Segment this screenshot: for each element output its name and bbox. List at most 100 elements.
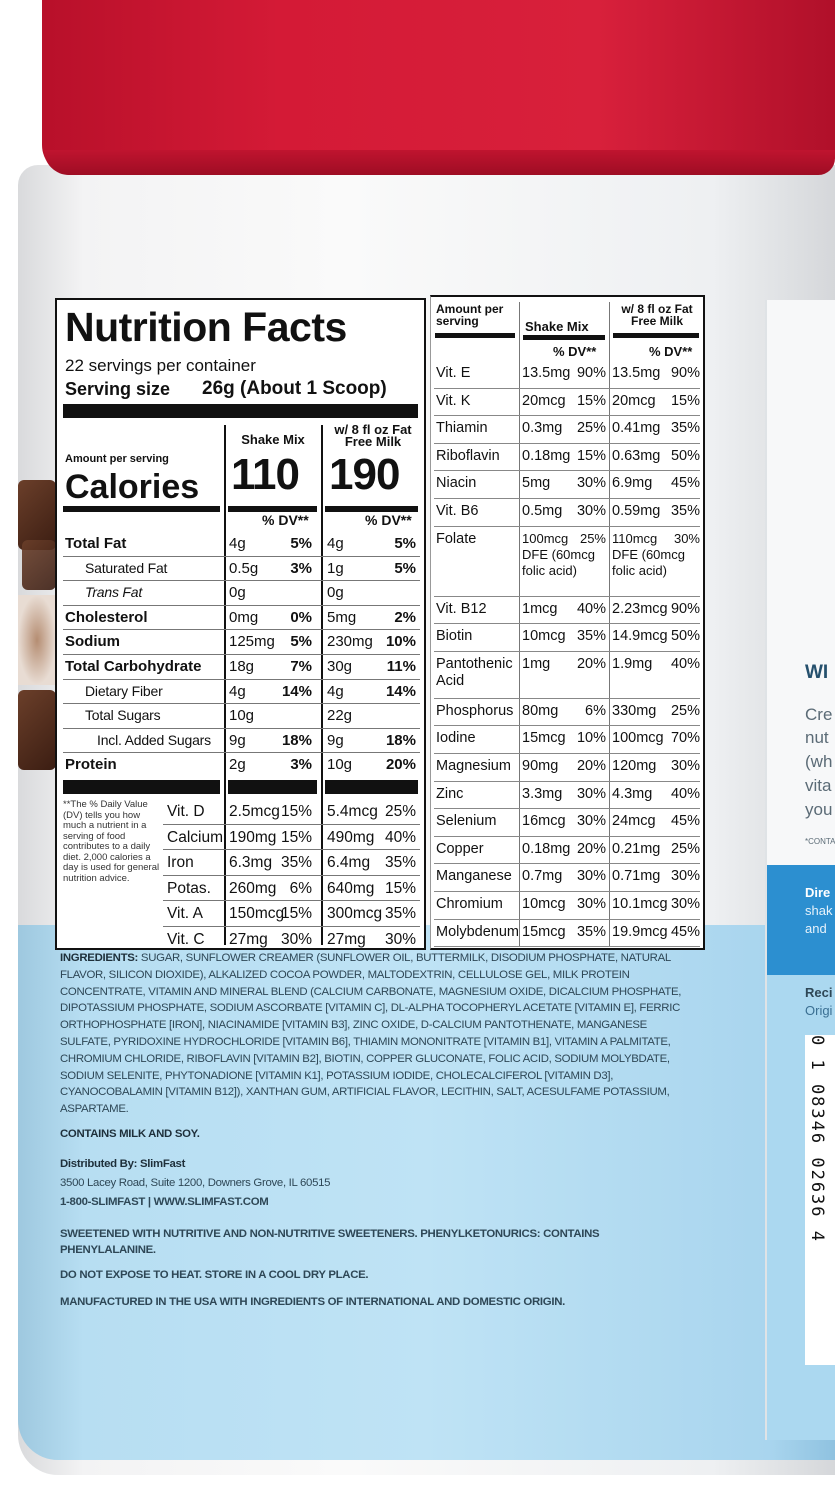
nutrient-row: Riboflavin 15% 0.18mg 50% 0.63mg	[431, 444, 703, 472]
vitamin-name: Vit. D	[167, 803, 205, 820]
milk-amount: 5.4mcg	[327, 803, 378, 820]
shake-dv: 90%	[576, 365, 606, 381]
milk-amount: 300mcg	[327, 905, 383, 922]
shake-amount: 20mcg	[522, 392, 566, 409]
shake-cell: 35% 10mcg	[522, 628, 606, 645]
amount-per-serving: Amount per serving	[436, 302, 504, 328]
nutrient-name: Total Fat	[65, 535, 127, 552]
milk-dv: 15%	[384, 879, 416, 897]
nutrient-name: Copper	[436, 840, 484, 857]
servings-per-container: 22 servings per container	[65, 356, 256, 375]
thick-divider	[325, 780, 418, 794]
milk-amount: 120mg	[612, 758, 657, 774]
shake-dv: 25%	[579, 530, 606, 546]
column-divider	[519, 302, 520, 947]
side-text: Origi	[805, 1003, 833, 1018]
row-divider	[163, 925, 420, 927]
amount-per-serving: Amount per serving	[65, 453, 169, 465]
row-divider	[434, 890, 700, 892]
shake-cell: 30% 3.3mg	[522, 786, 606, 803]
nutrient-name: Total Sugars	[85, 707, 161, 724]
row-divider	[434, 442, 700, 444]
vitamin-name: Iron	[167, 854, 194, 871]
divider	[613, 333, 699, 338]
milk-cell: 70% 100mcg	[612, 730, 700, 747]
milk-dv: 25%	[670, 840, 700, 857]
barcode-number: 0 1 08346 02636 4	[807, 1035, 827, 1243]
milk-cell: 30% 110mcg DFE (60mcg folic acid)	[612, 531, 700, 579]
milk-amount: 1.9mg	[612, 655, 653, 672]
side-text: (wh	[805, 752, 833, 771]
milk-dv: 30%	[670, 758, 700, 774]
nutrient-row: Copper 20% 0.18mg 25% 0.21mg	[431, 837, 703, 865]
row-divider	[63, 629, 420, 631]
nutrient-row: Total Sugars 10g 22g	[57, 704, 424, 729]
shake-dv: 5%	[290, 535, 312, 552]
thick-divider	[63, 404, 418, 418]
serving-size-value: 26g (About 1 Scoop)	[202, 378, 387, 399]
distributor-label: Distributed By: SlimFast	[60, 1157, 186, 1170]
shake-dv: 3%	[290, 756, 312, 774]
storage-notice: DO NOT EXPOSE TO HEAT. STORE IN A COOL D…	[60, 1268, 369, 1281]
side-text: nut	[805, 728, 829, 747]
shake-amount: 2g	[229, 756, 246, 774]
shake-cell: 20% 1mg	[522, 656, 606, 673]
nutrient-name: Selenium	[436, 813, 497, 830]
shake-amount: 15mcg	[522, 730, 566, 747]
milk-dv: 30%	[670, 868, 700, 885]
nutrient-row: Cholesterol 0mg 0% 5mg 2%	[57, 606, 424, 631]
shake-dv: 35%	[576, 628, 606, 645]
milk-cell: 30% 10.1mcg	[612, 896, 700, 913]
side-panel: WI Cre nut (wh vita you *CONTAI Dire sha…	[765, 300, 835, 1440]
nutrient-row: Manganese 30% 0.7mg 30% 0.71mg	[431, 864, 703, 892]
shake-amount: 0.3mg	[522, 420, 563, 437]
row-divider	[434, 497, 700, 499]
row-divider	[434, 946, 700, 948]
milk-cell: 15% 20mcg	[612, 393, 700, 410]
milk-amount: 0.71mg	[612, 868, 661, 885]
row-divider	[163, 874, 420, 876]
shake-dv: 30%	[576, 868, 606, 885]
calories-milk: 190	[329, 450, 400, 499]
directions-band: Dire shak and	[767, 865, 835, 975]
vitamin-name: Calcium	[167, 828, 223, 846]
row-divider	[163, 900, 420, 901]
milk-dv: 5%	[394, 559, 416, 577]
nutrient-row: Trans Fat 0g 0g	[57, 581, 424, 606]
thick-divider	[63, 780, 220, 794]
milk-amount: 330mg	[612, 702, 657, 719]
lid-rim	[44, 150, 835, 175]
shake-amount: 10mcg	[522, 896, 566, 912]
shake-amount: 0.5g	[229, 559, 259, 577]
shake-cell: 30% 5mg	[522, 475, 606, 492]
nutrient-row: Molybdenum 35% 15mcg 45% 19.9mcg	[431, 920, 703, 948]
milk-dv: 50%	[670, 447, 700, 464]
nutrient-row: Vit. B12 40% 1mcg 90% 2.23mcg	[431, 597, 703, 625]
row-divider	[434, 623, 700, 625]
nutrient-name: Folate	[436, 530, 477, 547]
milk-dv: 11%	[386, 658, 416, 675]
milk-dv: 25%	[670, 702, 700, 719]
shake-cell: 30% 10mcg	[522, 896, 606, 913]
nutrient-row: Pantothenic Acid 20% 1mg 40% 1.9mg	[431, 652, 703, 699]
shake-amount: 0mg	[229, 608, 259, 626]
nutrient-row: Thiamin 25% 0.3mg 35% 0.41mg	[431, 416, 703, 444]
shake-amount: 5mg	[522, 475, 551, 492]
milk-amount: 10.1mcg	[612, 896, 668, 912]
nutrient-row: Iodine 10% 15mcg 70% 100mcg	[431, 726, 703, 754]
nutrient-name: Saturated Fat	[85, 559, 168, 576]
calories-shake: 110	[231, 450, 300, 499]
milk-amount: 20mcg	[612, 392, 656, 409]
column-divider	[224, 425, 226, 945]
side-text: vita	[805, 776, 832, 795]
shake-cell: 15% 0.18mg	[522, 448, 606, 465]
vitamin-row: Calcium 190mg 15% 490mg 40%	[57, 826, 424, 850]
medium-divider	[325, 506, 418, 512]
shake-amount: 4g	[229, 535, 246, 552]
shake-dv: 15%	[576, 447, 606, 464]
side-footnote: *CONTAI	[805, 837, 835, 846]
shake-dv: 20%	[576, 655, 606, 672]
milk-amount: 19.9mcg	[612, 923, 668, 940]
nutrient-row: Vit. K 15% 20mcg 15% 20mcg	[431, 389, 703, 417]
row-divider	[63, 727, 420, 729]
